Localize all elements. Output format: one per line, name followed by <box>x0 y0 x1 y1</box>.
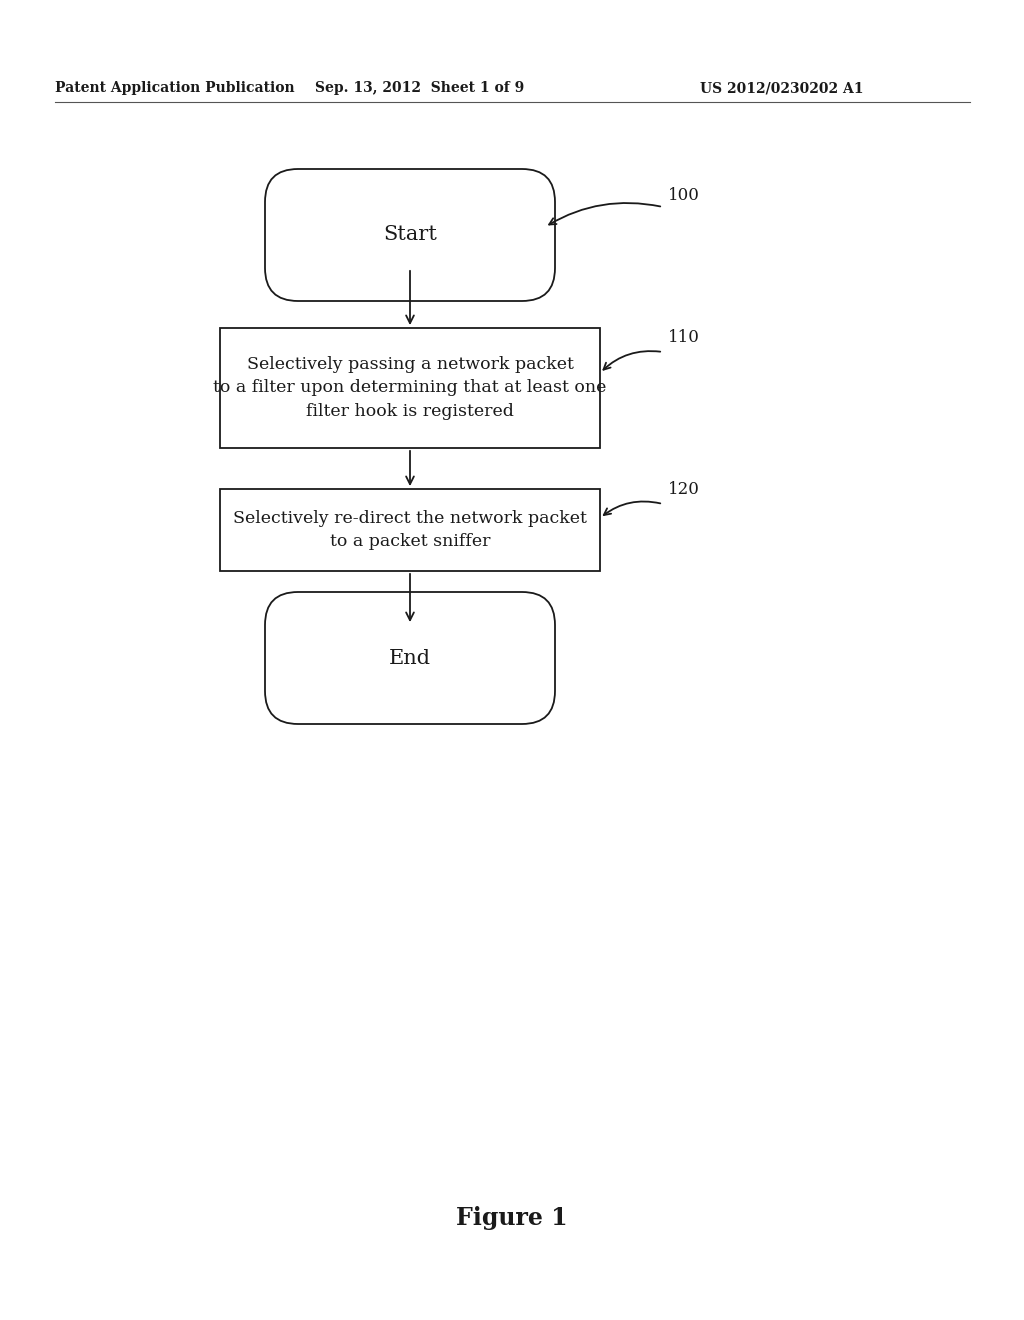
Text: Figure 1: Figure 1 <box>456 1206 568 1230</box>
Text: 120: 120 <box>668 482 699 499</box>
Bar <box>220 488 600 572</box>
Text: Selectively passing a network packet
to a filter upon determining that at least : Selectively passing a network packet to … <box>213 356 606 420</box>
Text: 100: 100 <box>668 186 699 203</box>
Text: Selectively re-direct the network packet
to a packet sniffer: Selectively re-direct the network packet… <box>233 510 587 550</box>
Bar <box>220 327 600 447</box>
Text: Patent Application Publication: Patent Application Publication <box>55 81 295 95</box>
FancyBboxPatch shape <box>265 591 555 723</box>
Text: Start: Start <box>383 226 437 244</box>
Text: Sep. 13, 2012  Sheet 1 of 9: Sep. 13, 2012 Sheet 1 of 9 <box>315 81 524 95</box>
FancyBboxPatch shape <box>265 169 555 301</box>
Text: US 2012/0230202 A1: US 2012/0230202 A1 <box>700 81 863 95</box>
Text: End: End <box>389 648 431 668</box>
Text: 110: 110 <box>668 330 699 346</box>
